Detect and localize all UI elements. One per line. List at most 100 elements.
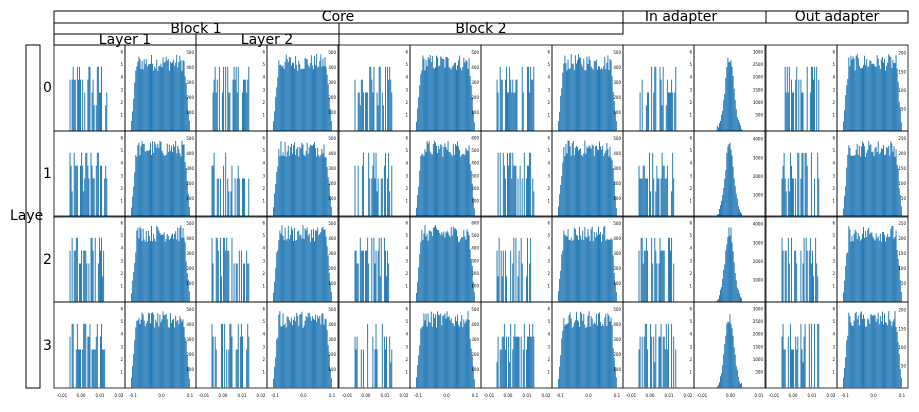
histogram-bar bbox=[227, 178, 229, 217]
histogram-bar bbox=[215, 92, 217, 131]
histogram-bar bbox=[357, 263, 359, 302]
histogram-bar bbox=[528, 66, 529, 131]
histogram-bar bbox=[151, 225, 152, 302]
histogram-bar bbox=[611, 160, 613, 217]
histogram-bar bbox=[521, 178, 523, 217]
histogram-bar bbox=[359, 237, 361, 302]
x-tick-label: -0.01 bbox=[199, 393, 210, 398]
histogram-bar bbox=[529, 323, 531, 388]
histogram-bar bbox=[315, 230, 317, 302]
histogram-bar bbox=[177, 227, 179, 302]
histogram-bar bbox=[471, 356, 473, 388]
histogram-bar bbox=[506, 276, 507, 302]
y-tick-label: 200 bbox=[328, 181, 336, 186]
y-tick-label: 200 bbox=[186, 181, 194, 186]
histogram-bar bbox=[741, 382, 742, 388]
y-tick-label: 5 bbox=[832, 319, 835, 324]
histogram-bar bbox=[522, 92, 524, 131]
histogram-bar bbox=[864, 55, 866, 131]
histogram-bar bbox=[461, 237, 463, 302]
histogram-bar bbox=[720, 376, 721, 388]
histogram-bar bbox=[137, 61, 139, 131]
histogram-bar bbox=[871, 63, 873, 132]
histogram-bar bbox=[237, 66, 239, 131]
histogram-bar bbox=[290, 317, 292, 388]
histogram-bar bbox=[878, 153, 880, 217]
x-tick-label: 0.01 bbox=[238, 393, 247, 398]
y-tick-label: 600 bbox=[471, 221, 479, 226]
y-tick-label: 2 bbox=[405, 271, 408, 276]
histogram-bar bbox=[83, 191, 85, 217]
histogram-bar bbox=[445, 147, 447, 217]
y-tick-label: 2000 bbox=[753, 332, 764, 337]
y-tick-label: 2500 bbox=[753, 319, 764, 324]
histogram-bar bbox=[898, 265, 900, 302]
histogram-bar bbox=[329, 368, 331, 388]
histogram-bar bbox=[322, 226, 324, 302]
histogram-bar bbox=[295, 240, 297, 302]
histogram-bar bbox=[512, 79, 514, 131]
histogram-bar bbox=[308, 147, 310, 217]
histogram-bar bbox=[305, 151, 307, 217]
histogram-bar bbox=[592, 324, 594, 388]
histogram-bar bbox=[469, 164, 471, 217]
histogram-bar bbox=[316, 54, 318, 131]
histogram-bar bbox=[181, 321, 183, 388]
x-tick-label: 0.0 bbox=[443, 393, 450, 398]
histogram-bar bbox=[737, 376, 739, 388]
histogram-bar bbox=[143, 59, 145, 131]
histogram-bar bbox=[444, 313, 446, 388]
histogram-bar bbox=[578, 321, 579, 388]
histogram-bar bbox=[186, 181, 188, 217]
histogram-bar bbox=[420, 328, 422, 388]
histogram-bar bbox=[180, 225, 182, 302]
histogram-bar bbox=[588, 56, 590, 131]
y-tick-label: 3 bbox=[405, 173, 408, 178]
y-tick-label: 150 bbox=[898, 166, 906, 171]
histogram-bar bbox=[173, 144, 175, 217]
histogram-bar bbox=[641, 79, 643, 131]
histogram-bar bbox=[525, 349, 527, 388]
histogram-bar bbox=[660, 250, 662, 302]
histogram-bar bbox=[142, 228, 144, 302]
histogram-bar bbox=[736, 287, 738, 302]
histogram-bar bbox=[94, 349, 96, 388]
histogram-bar bbox=[741, 213, 742, 217]
histogram-bar bbox=[567, 59, 569, 131]
histogram-bar bbox=[731, 328, 733, 388]
histogram-bar bbox=[878, 324, 880, 388]
y-tick-label: 500 bbox=[471, 233, 479, 238]
histogram-bar bbox=[327, 177, 329, 217]
histogram-bar bbox=[305, 58, 307, 131]
histogram-bar bbox=[573, 227, 575, 302]
histogram-bar bbox=[139, 59, 141, 131]
histogram-bar bbox=[583, 314, 585, 388]
histogram-bar bbox=[369, 178, 371, 217]
histogram-bar bbox=[100, 250, 101, 302]
histogram-bar bbox=[659, 237, 661, 302]
histogram-bar bbox=[521, 263, 523, 302]
histogram-bar bbox=[784, 250, 786, 302]
histogram-bar bbox=[387, 178, 389, 217]
histogram-bar bbox=[323, 324, 325, 388]
histogram-bar bbox=[297, 315, 299, 388]
y-tick-label: 300 bbox=[471, 337, 479, 342]
histogram-bar bbox=[604, 225, 606, 302]
histogram-bar bbox=[140, 319, 142, 388]
histogram-bar bbox=[185, 83, 187, 131]
histogram-bar bbox=[416, 207, 418, 217]
histogram-bar bbox=[465, 60, 467, 131]
histogram-bar bbox=[843, 208, 845, 217]
y-tick-label: 50 bbox=[901, 106, 907, 111]
histogram-bar bbox=[372, 92, 374, 131]
y-tick-label: 100 bbox=[186, 281, 194, 286]
histogram-bar bbox=[237, 323, 239, 388]
histogram-bar bbox=[164, 241, 166, 302]
histogram-bar bbox=[610, 157, 612, 217]
histogram-bar bbox=[154, 66, 156, 131]
y-tick-label: 2000 bbox=[753, 259, 764, 264]
